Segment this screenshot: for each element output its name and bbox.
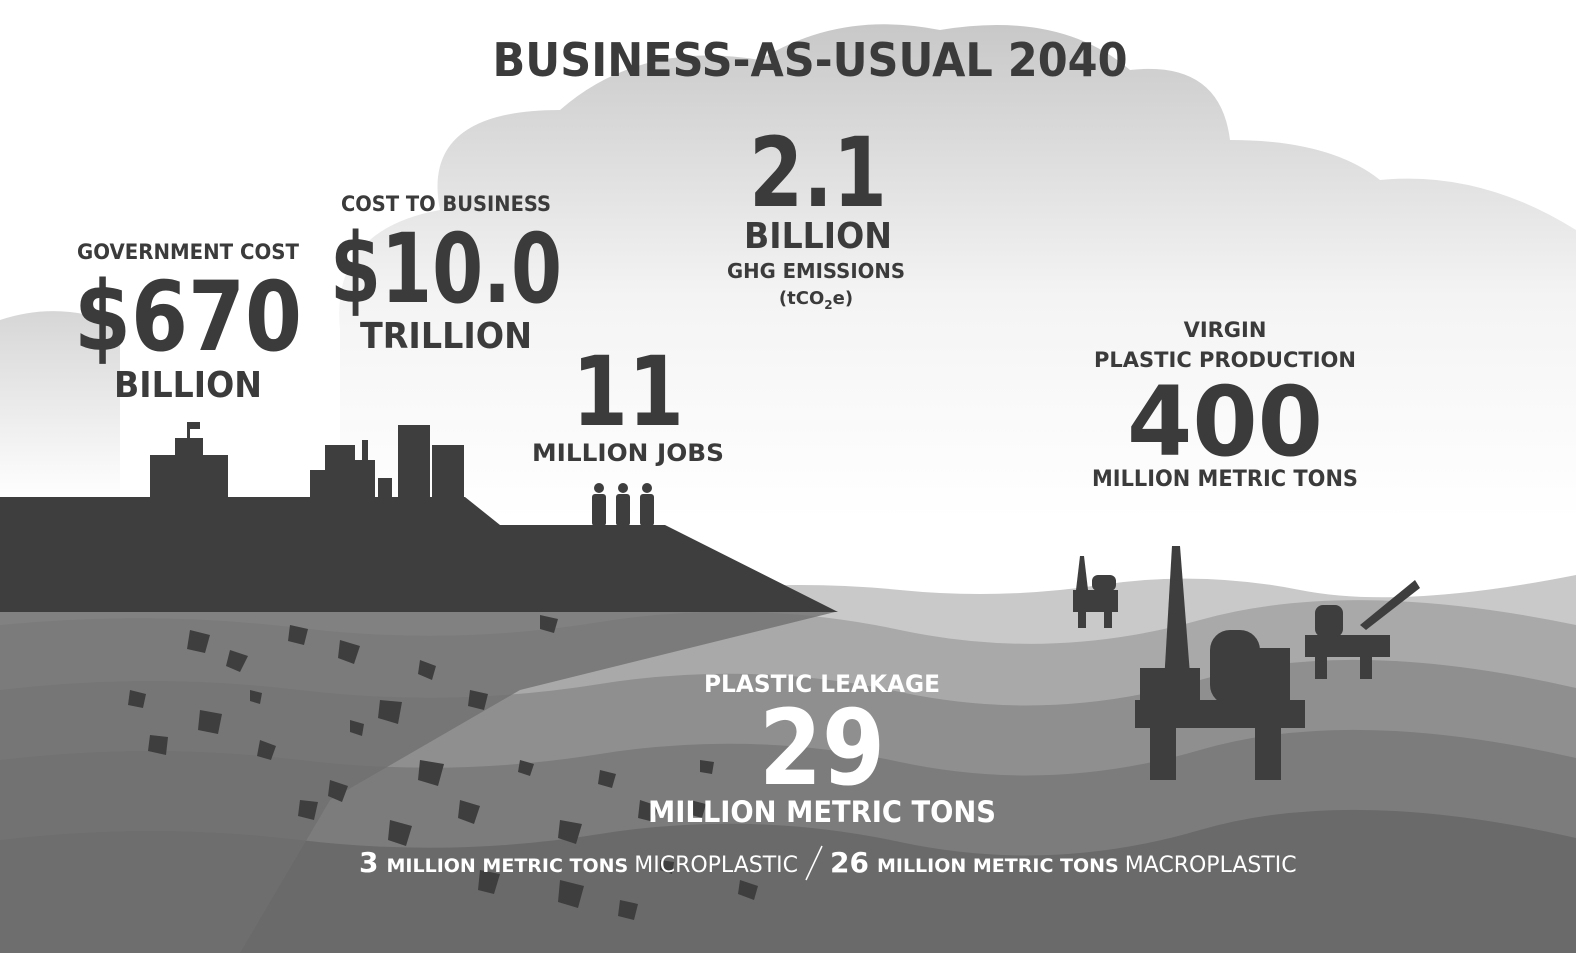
stat-unit: BILLION	[744, 216, 892, 257]
stat-label: GHG EMISSIONS	[727, 259, 905, 283]
infographic: BUSINESS-AS-USUAL 2040 GOVERNMENT COST $…	[0, 0, 1576, 953]
stat-unit: BILLION	[114, 365, 262, 406]
breakdown-value: 3	[359, 846, 378, 879]
breakdown-unit: MILLION METRIC TONS	[877, 855, 1119, 877]
breakdown-value: 26	[830, 846, 869, 879]
stat-value: 2.1	[749, 117, 887, 229]
page: {"title": "BUSINESS-AS-USUAL 2040", "gov…	[0, 0, 1576, 953]
stat-unit: MILLION METRIC TONS	[648, 795, 996, 829]
stat-unit: MILLION JOBS	[532, 439, 724, 467]
cost-to-business: COST TO BUSINESS $10.0 TRILLION	[330, 192, 562, 357]
measure-part: (tCO	[779, 288, 824, 309]
stat-value: 400	[1127, 366, 1323, 478]
measure-part: e)	[833, 288, 853, 309]
stat-value: 11	[572, 336, 684, 448]
breakdown-unit: MILLION METRIC TONS	[387, 855, 629, 877]
measure-subscript: 2	[824, 298, 832, 312]
stat-value: $670	[74, 261, 302, 373]
stat-unit: MILLION METRIC TONS	[1092, 467, 1358, 492]
stat-unit: TRILLION	[360, 316, 532, 357]
stat-label: VIRGIN	[1184, 318, 1267, 342]
people	[592, 483, 654, 526]
stat-measure: (tCO2e)	[779, 288, 853, 312]
ghg-emissions: 2.1 BILLION GHG EMISSIONS (tCO2e)	[727, 117, 905, 312]
breakdown-kind: MICROPLASTIC	[634, 853, 798, 878]
stat-value: $10.0	[330, 213, 562, 325]
title: BUSINESS-AS-USUAL 2040	[493, 33, 1128, 87]
stat-value: 29	[759, 687, 885, 809]
breakdown-kind: MACROPLASTIC	[1125, 853, 1297, 878]
